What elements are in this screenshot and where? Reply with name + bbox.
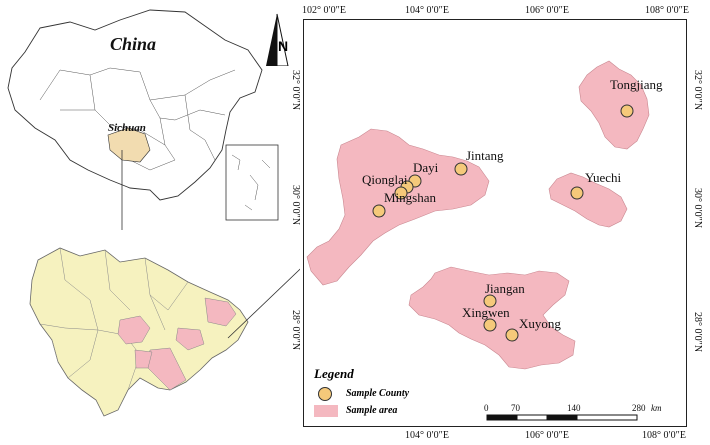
marker-yuechi [570, 186, 584, 200]
scale-tick-280: 280 [632, 403, 646, 413]
south-china-sea-inset [225, 144, 279, 221]
label-xuyong: Xuyong [519, 316, 561, 331]
legend-county-symbol [318, 387, 332, 401]
sichuan-label: Sichuan [108, 122, 146, 134]
label-jiangan: Jiangan [485, 281, 525, 296]
legend-county-label: Sample County [346, 388, 410, 399]
south-sample-area [408, 266, 576, 370]
coord-left-1: 32° 0′0″N [290, 70, 301, 111]
sichuan-map [29, 247, 300, 417]
label-mingshan: Mingshan [384, 190, 436, 205]
coord-bottom-3: 108° 0′0″E [642, 430, 686, 441]
coord-right-1: 32° 0′0″N [692, 70, 703, 111]
sichuan-highlight [107, 127, 151, 163]
coord-left-2: 30° 0′0″N [290, 185, 301, 226]
coord-top-1: 102° 0′0″E [302, 5, 346, 16]
label-qionglai: Qionglai [362, 172, 408, 187]
coord-bottom-1: 104° 0′0″E [405, 430, 449, 441]
west-sample-area [306, 128, 490, 286]
marker-xuyong [505, 328, 519, 342]
marker-jiangan [483, 294, 497, 308]
china-inset-map [7, 9, 279, 230]
coord-top-4: 108° 0′0″E [645, 5, 689, 16]
label-xingwen: Xingwen [462, 305, 510, 320]
coord-right-3: 28° 0′0″N [692, 312, 703, 353]
marker-mingshan-2 [372, 204, 386, 218]
north-arrow [266, 13, 289, 66]
marker-mingshan [394, 186, 408, 200]
china-label: China [110, 34, 157, 54]
marker-jintang [454, 162, 468, 176]
china-outline [7, 9, 263, 201]
coord-top-3: 106° 0′0″E [525, 5, 569, 16]
legend-area-symbol [314, 405, 338, 417]
coord-bottom-2: 106° 0′0″E [525, 430, 569, 441]
coord-top-2: 104° 0′0″E [405, 5, 449, 16]
coord-right-2: 30° 0′0″N [692, 188, 703, 229]
scale-tick-0: 0 [484, 403, 489, 413]
legend-area-label: Sample area [346, 405, 398, 416]
marker-xingwen [483, 318, 497, 332]
scale-tick-70: 70 [511, 403, 520, 413]
sichuan-sample-areas [117, 297, 237, 391]
north-arrow-label: N [278, 38, 289, 54]
label-yuechi: Yuechi [585, 170, 622, 185]
label-dayi: Dayi [413, 160, 439, 175]
legend-title: Legend [314, 366, 354, 381]
yuechi-sample-area [548, 172, 628, 228]
label-tongjiang: Tongjiang [610, 77, 663, 92]
marker-tongjiang [620, 104, 634, 118]
scale-tick-140: 140 [567, 403, 581, 413]
sample-areas [306, 60, 650, 370]
scale-unit: km [651, 403, 662, 413]
tongjiang-sample-area [578, 60, 650, 150]
label-jintang: Jintang [466, 148, 504, 163]
coord-left-3: 28° 0′0″N [290, 310, 301, 351]
scale-bar [486, 414, 638, 421]
